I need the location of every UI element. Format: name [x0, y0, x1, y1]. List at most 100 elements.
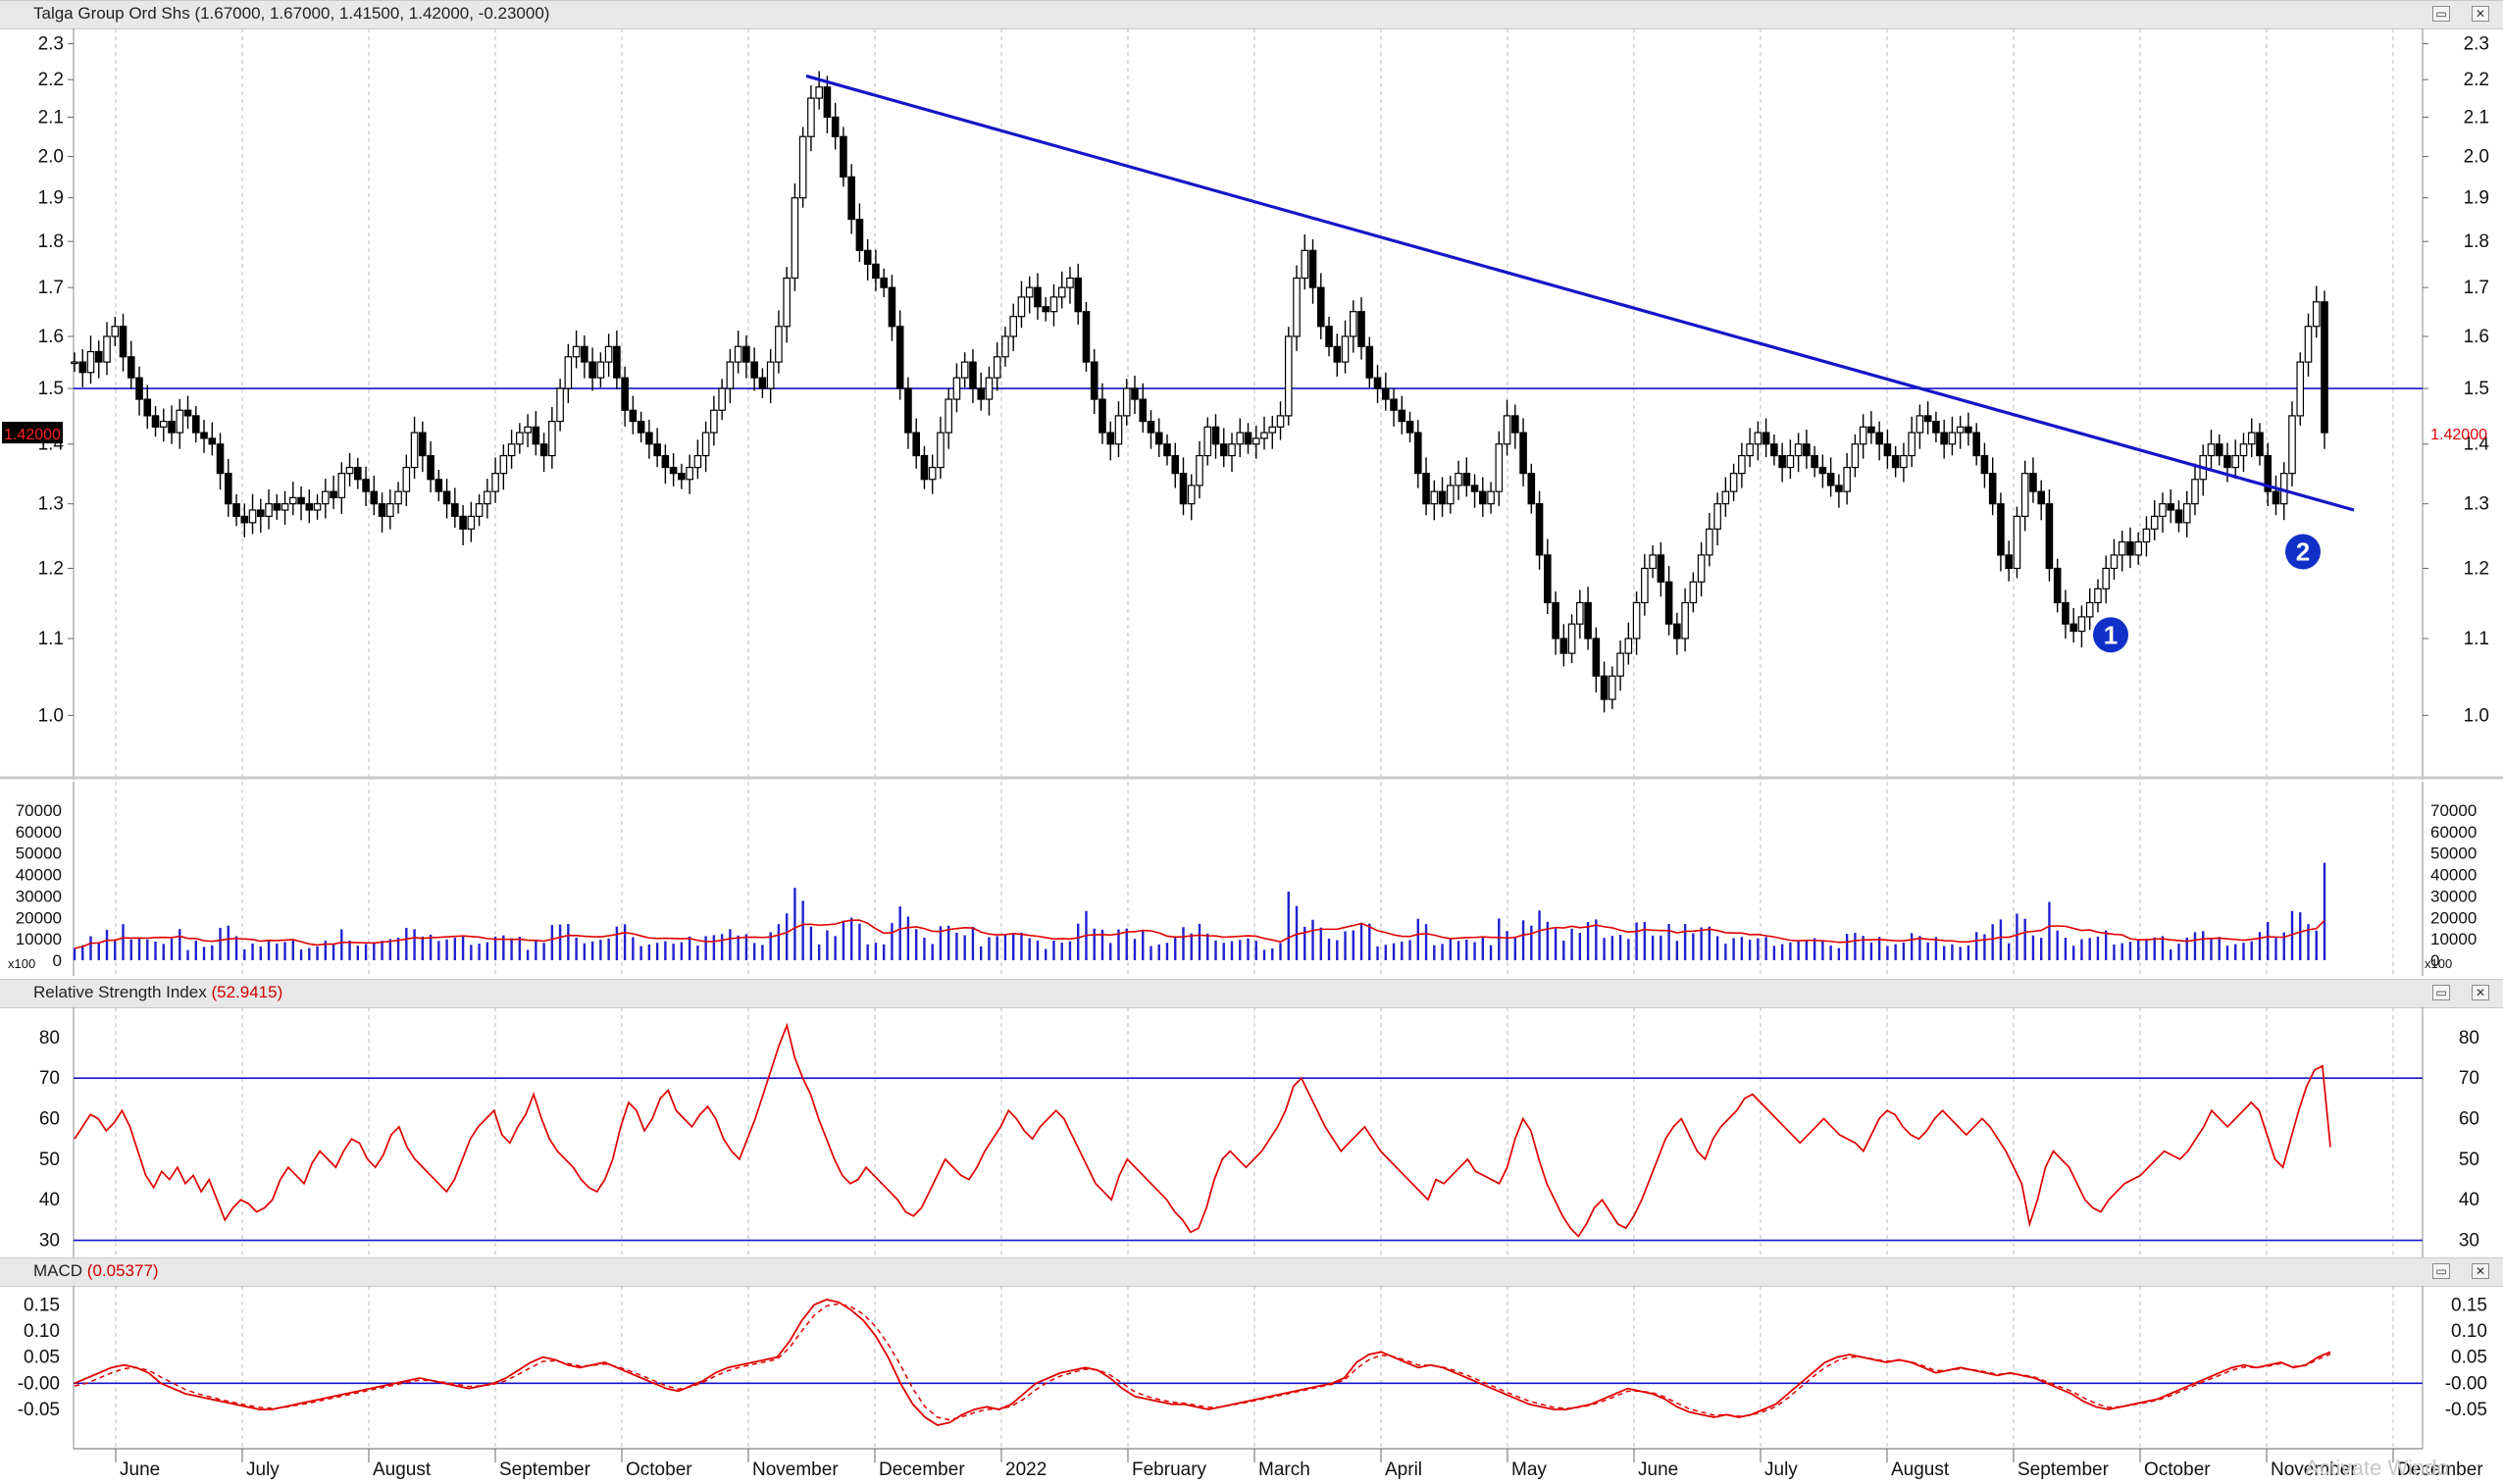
y-tick-label: 1.0: [38, 705, 64, 726]
candle-body: [491, 473, 499, 492]
candle-body: [1405, 420, 1414, 434]
candle-body: [475, 503, 484, 518]
candle-body: [119, 326, 128, 358]
candle-body: [2053, 567, 2062, 604]
rsi-restore-button[interactable]: ▭: [2432, 985, 2450, 1000]
candle-body: [604, 345, 613, 363]
candle-body: [556, 387, 564, 423]
candle-body: [1770, 443, 1778, 457]
candle-body: [1049, 296, 1058, 313]
y-tick-label: 1.1: [38, 629, 64, 649]
candle-body: [2118, 540, 2126, 556]
y-tick-label: 1.4: [2464, 435, 2490, 455]
rsi-close-button[interactable]: ✕: [2472, 985, 2489, 1000]
candle-body: [2134, 540, 2143, 556]
candle-body: [1762, 432, 1770, 445]
candle-body: [208, 437, 217, 445]
candle-body: [807, 97, 815, 137]
candle-body: [1438, 490, 1447, 505]
candle-body: [1592, 638, 1601, 677]
candle-body: [895, 326, 904, 389]
candle-body: [330, 490, 337, 498]
rsi-tick-label: 60: [2459, 1109, 2479, 1130]
close-button[interactable]: ✕: [2472, 6, 2489, 22]
candle-body: [1381, 387, 1390, 400]
candle-body: [507, 443, 516, 457]
candle-body: [718, 387, 726, 411]
candle-body: [1495, 443, 1504, 492]
x-tick-label: August: [373, 1459, 432, 1480]
candle-body: [621, 377, 629, 411]
candle-body: [2094, 588, 2102, 604]
candle-body: [2102, 567, 2111, 589]
macd-signal-line: [74, 1303, 2331, 1421]
candle-body: [2126, 540, 2134, 556]
macd-tick-label: 0.15: [24, 1295, 60, 1315]
candle-body: [1559, 638, 1568, 654]
candle-body: [742, 345, 750, 363]
candle-body: [1042, 306, 1050, 313]
restore-button[interactable]: ▭: [2432, 6, 2450, 22]
y-tick-label: 1.6: [38, 327, 64, 347]
candle-body: [1584, 601, 1592, 640]
candle-body: [985, 377, 994, 400]
y-tick-label: 2.3: [2464, 34, 2489, 55]
candle-body: [766, 361, 775, 389]
y-tick-label: 1.7: [38, 278, 64, 298]
candle-body: [1811, 454, 1818, 469]
candle-body: [1818, 466, 1827, 475]
candle-body: [993, 356, 1001, 379]
candle-body: [1163, 443, 1171, 457]
macd-restore-button[interactable]: ▭: [2432, 1263, 2450, 1279]
x-tick-label: September: [499, 1459, 591, 1480]
candle-body: [183, 409, 192, 417]
candle-body: [791, 197, 799, 280]
candle-body: [1236, 432, 1245, 445]
y-tick-label: 1.5: [2464, 379, 2489, 399]
candle-body: [1333, 345, 1342, 363]
candle-body: [168, 420, 176, 434]
candle-body: [798, 135, 807, 199]
candle-body: [645, 432, 653, 445]
candle-body: [2312, 301, 2321, 328]
candle-body: [1017, 296, 1026, 318]
candle-body: [378, 503, 386, 518]
volume-tick-label: 20000: [16, 908, 62, 927]
volume-tick-label: 50000: [2430, 844, 2477, 863]
candle-body: [1681, 601, 1689, 640]
candle-body: [86, 350, 95, 374]
candle-body: [1034, 286, 1042, 308]
candle-body: [596, 361, 605, 379]
candle-body: [1754, 432, 1762, 445]
candle-body: [1609, 675, 1616, 700]
macd-tick-label: 0.15: [2451, 1295, 2487, 1315]
candle-body: [1689, 581, 1698, 604]
macd-close-button[interactable]: ✕: [2472, 1263, 2489, 1279]
y-tick-label: 1.5: [38, 379, 64, 399]
candle-body: [1098, 398, 1106, 434]
candle-body: [1875, 432, 1883, 445]
candle-body: [2005, 554, 2013, 570]
candle-body: [1114, 415, 1123, 445]
volume-tick-label: 60000: [2430, 823, 2477, 842]
candle-body: [1567, 623, 1576, 654]
candle-body: [1139, 398, 1148, 423]
candle-body: [191, 415, 200, 434]
candle-body: [2264, 454, 2273, 492]
candle-body: [1616, 652, 1624, 677]
y-tick-label: 1.1: [2464, 629, 2489, 649]
candle-body: [386, 503, 394, 518]
candle-body: [1826, 473, 1835, 486]
candle-body: [313, 503, 322, 511]
rsi-tick-label: 60: [39, 1109, 60, 1130]
candle-body: [1066, 277, 1074, 288]
candle-body: [920, 454, 929, 481]
candle-body: [345, 466, 354, 475]
macd-tick-label: -0.05: [18, 1400, 60, 1420]
candle-body: [1001, 335, 1009, 358]
candle-body: [823, 86, 832, 119]
candle-body: [1179, 473, 1188, 505]
macd-tick-label: -0.00: [18, 1373, 60, 1394]
candle-body: [370, 490, 379, 505]
candle-body: [1187, 485, 1196, 505]
